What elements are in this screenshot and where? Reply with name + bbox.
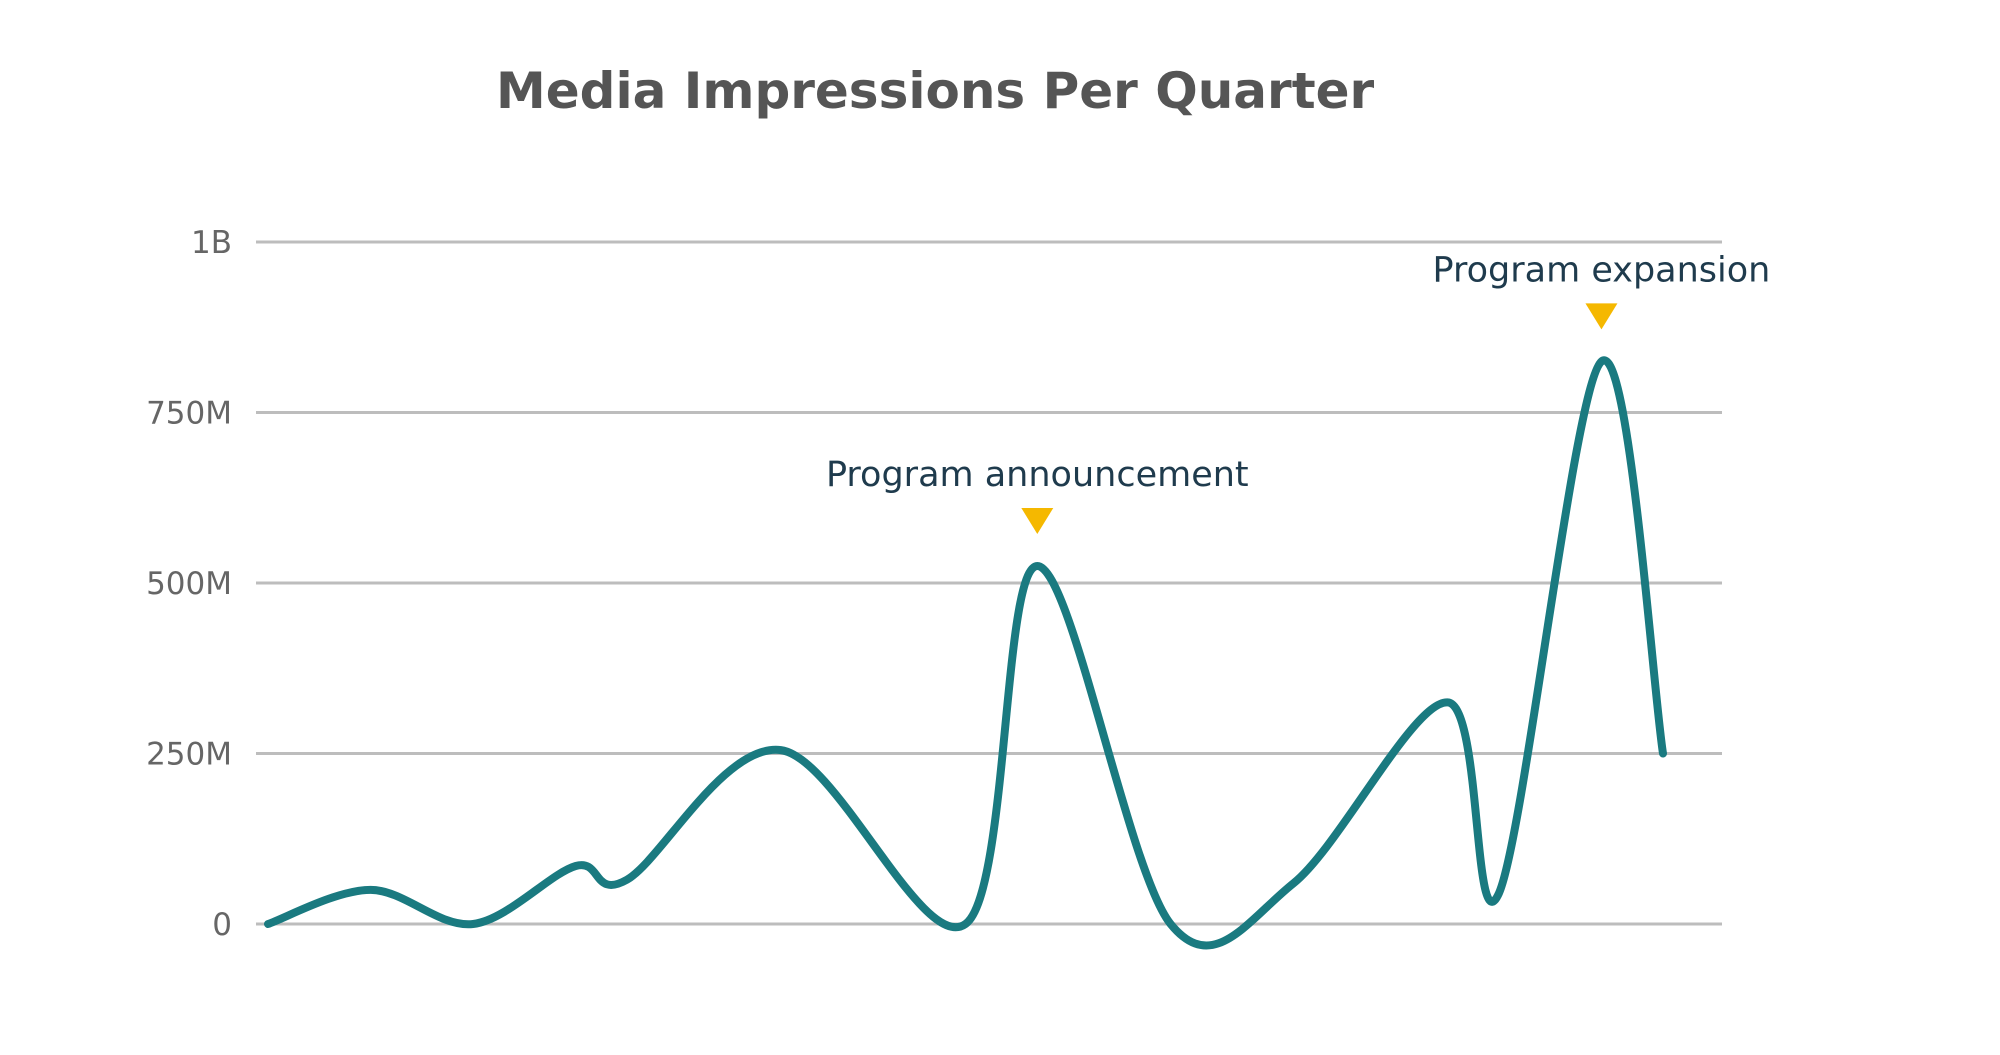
annotation-marker-icon bbox=[1585, 303, 1618, 330]
y-tick-label: 0 bbox=[212, 907, 232, 943]
annotation-marker-icon bbox=[1021, 507, 1054, 534]
impressions-line bbox=[264, 356, 1667, 950]
annotation-label: Program expansion bbox=[1433, 250, 1771, 290]
y-tick-label: 750M bbox=[146, 396, 232, 432]
chart-title: Media Impressions Per Quarter bbox=[496, 62, 1375, 120]
y-tick-label: 250M bbox=[146, 737, 232, 773]
y-tick-label: 500M bbox=[146, 566, 232, 602]
y-tick-label: 1B bbox=[191, 225, 232, 261]
annotation-label: Program announcement bbox=[826, 455, 1249, 495]
